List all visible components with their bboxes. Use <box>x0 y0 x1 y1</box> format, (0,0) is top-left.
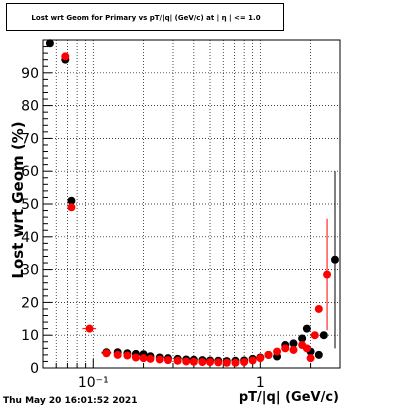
y-tick-label: 40 <box>21 230 39 246</box>
data-point <box>306 354 315 363</box>
data-point <box>206 358 215 367</box>
x-tick-label: 1 <box>256 375 265 391</box>
red-series <box>61 52 332 367</box>
data-point <box>314 350 323 359</box>
data-point <box>198 358 207 367</box>
data-point <box>319 331 328 340</box>
x-axis-label: pT/|q| (GeV/c) <box>239 390 339 405</box>
data-point <box>214 358 223 367</box>
data-point <box>139 354 148 363</box>
data-point <box>222 358 231 367</box>
data-point <box>302 344 311 353</box>
y-tick-label: 20 <box>21 295 39 311</box>
timestamp: Thu May 20 16:01:52 2021 <box>3 396 138 406</box>
data-point <box>289 345 298 354</box>
data-point <box>231 358 240 367</box>
data-point <box>85 324 94 333</box>
y-tick-label: 80 <box>21 99 39 115</box>
data-point <box>102 349 111 358</box>
data-point <box>173 356 182 365</box>
data-point <box>289 339 298 348</box>
data-point <box>310 331 319 340</box>
data-point <box>67 196 76 205</box>
data-point <box>281 344 290 353</box>
data-point <box>131 353 140 362</box>
data-point <box>182 357 191 366</box>
data-point <box>240 358 249 367</box>
data-point <box>45 39 54 48</box>
data-point <box>273 347 282 356</box>
data-point <box>61 52 70 61</box>
data-point <box>330 255 339 264</box>
data-point <box>113 350 122 359</box>
data-point <box>67 203 76 212</box>
title-box: Lost wrt Geom for Primary vs pT/|q| (GeV… <box>6 3 284 31</box>
data-point <box>323 270 332 279</box>
data-point <box>155 355 164 364</box>
y-tick-label: 50 <box>21 197 39 213</box>
y-tick-label: 90 <box>21 66 39 82</box>
y-tick-label: 70 <box>21 131 39 147</box>
black-series <box>45 39 339 366</box>
data-point <box>302 324 311 333</box>
y-tick-label: 60 <box>21 164 39 180</box>
data-point <box>123 351 132 360</box>
data-point <box>298 334 307 343</box>
data-point <box>256 354 265 363</box>
x-tick-label: 10⁻¹ <box>78 375 109 391</box>
chart-title: Lost wrt Geom for Primary vs pT/|q| (GeV… <box>31 14 261 22</box>
y-tick-label: 10 <box>21 328 39 344</box>
grid <box>42 39 341 368</box>
data-point <box>264 350 273 359</box>
data-point <box>248 356 257 365</box>
y-tick-label: 30 <box>21 263 39 279</box>
data-point <box>146 354 155 363</box>
series <box>45 39 339 367</box>
y-axis-label: Lost wrt Geom (%) <box>9 121 27 278</box>
data-point <box>314 304 323 313</box>
data-point <box>163 356 172 365</box>
y-tick-label: 0 <box>30 361 39 377</box>
data-point <box>189 357 198 366</box>
